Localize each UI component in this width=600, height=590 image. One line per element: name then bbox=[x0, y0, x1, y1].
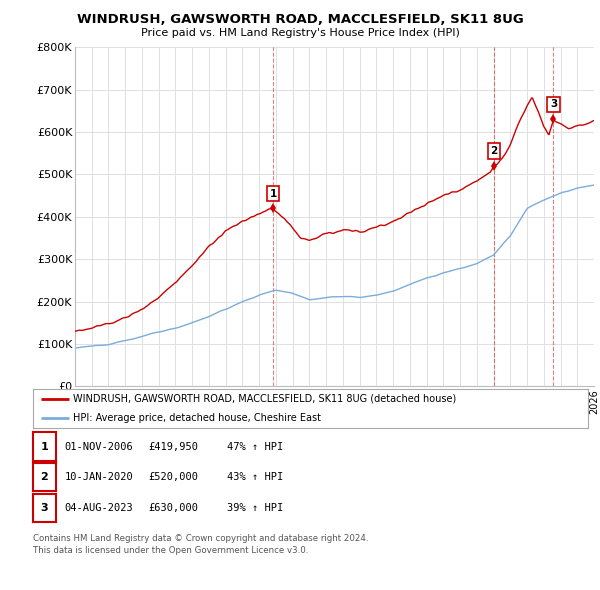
Text: £520,000: £520,000 bbox=[149, 473, 199, 482]
Text: WINDRUSH, GAWSWORTH ROAD, MACCLESFIELD, SK11 8UG: WINDRUSH, GAWSWORTH ROAD, MACCLESFIELD, … bbox=[77, 13, 523, 26]
Text: WINDRUSH, GAWSWORTH ROAD, MACCLESFIELD, SK11 8UG (detached house): WINDRUSH, GAWSWORTH ROAD, MACCLESFIELD, … bbox=[73, 394, 456, 404]
Text: £630,000: £630,000 bbox=[149, 503, 199, 513]
Text: Contains HM Land Registry data © Crown copyright and database right 2024.
This d: Contains HM Land Registry data © Crown c… bbox=[33, 534, 368, 555]
Text: 3: 3 bbox=[550, 100, 557, 110]
Text: 01-NOV-2006: 01-NOV-2006 bbox=[65, 442, 134, 451]
Text: 39% ↑ HPI: 39% ↑ HPI bbox=[227, 503, 283, 513]
Text: 10-JAN-2020: 10-JAN-2020 bbox=[65, 473, 134, 482]
Text: 04-AUG-2023: 04-AUG-2023 bbox=[65, 503, 134, 513]
Text: 2: 2 bbox=[490, 146, 497, 156]
Text: 1: 1 bbox=[269, 189, 277, 198]
Text: 43% ↑ HPI: 43% ↑ HPI bbox=[227, 473, 283, 482]
Text: 2: 2 bbox=[41, 473, 48, 482]
Text: 47% ↑ HPI: 47% ↑ HPI bbox=[227, 442, 283, 451]
Text: HPI: Average price, detached house, Cheshire East: HPI: Average price, detached house, Ches… bbox=[73, 413, 321, 423]
Text: £419,950: £419,950 bbox=[149, 442, 199, 451]
Text: 1: 1 bbox=[41, 442, 48, 451]
Text: 3: 3 bbox=[41, 503, 48, 513]
Text: Price paid vs. HM Land Registry's House Price Index (HPI): Price paid vs. HM Land Registry's House … bbox=[140, 28, 460, 38]
